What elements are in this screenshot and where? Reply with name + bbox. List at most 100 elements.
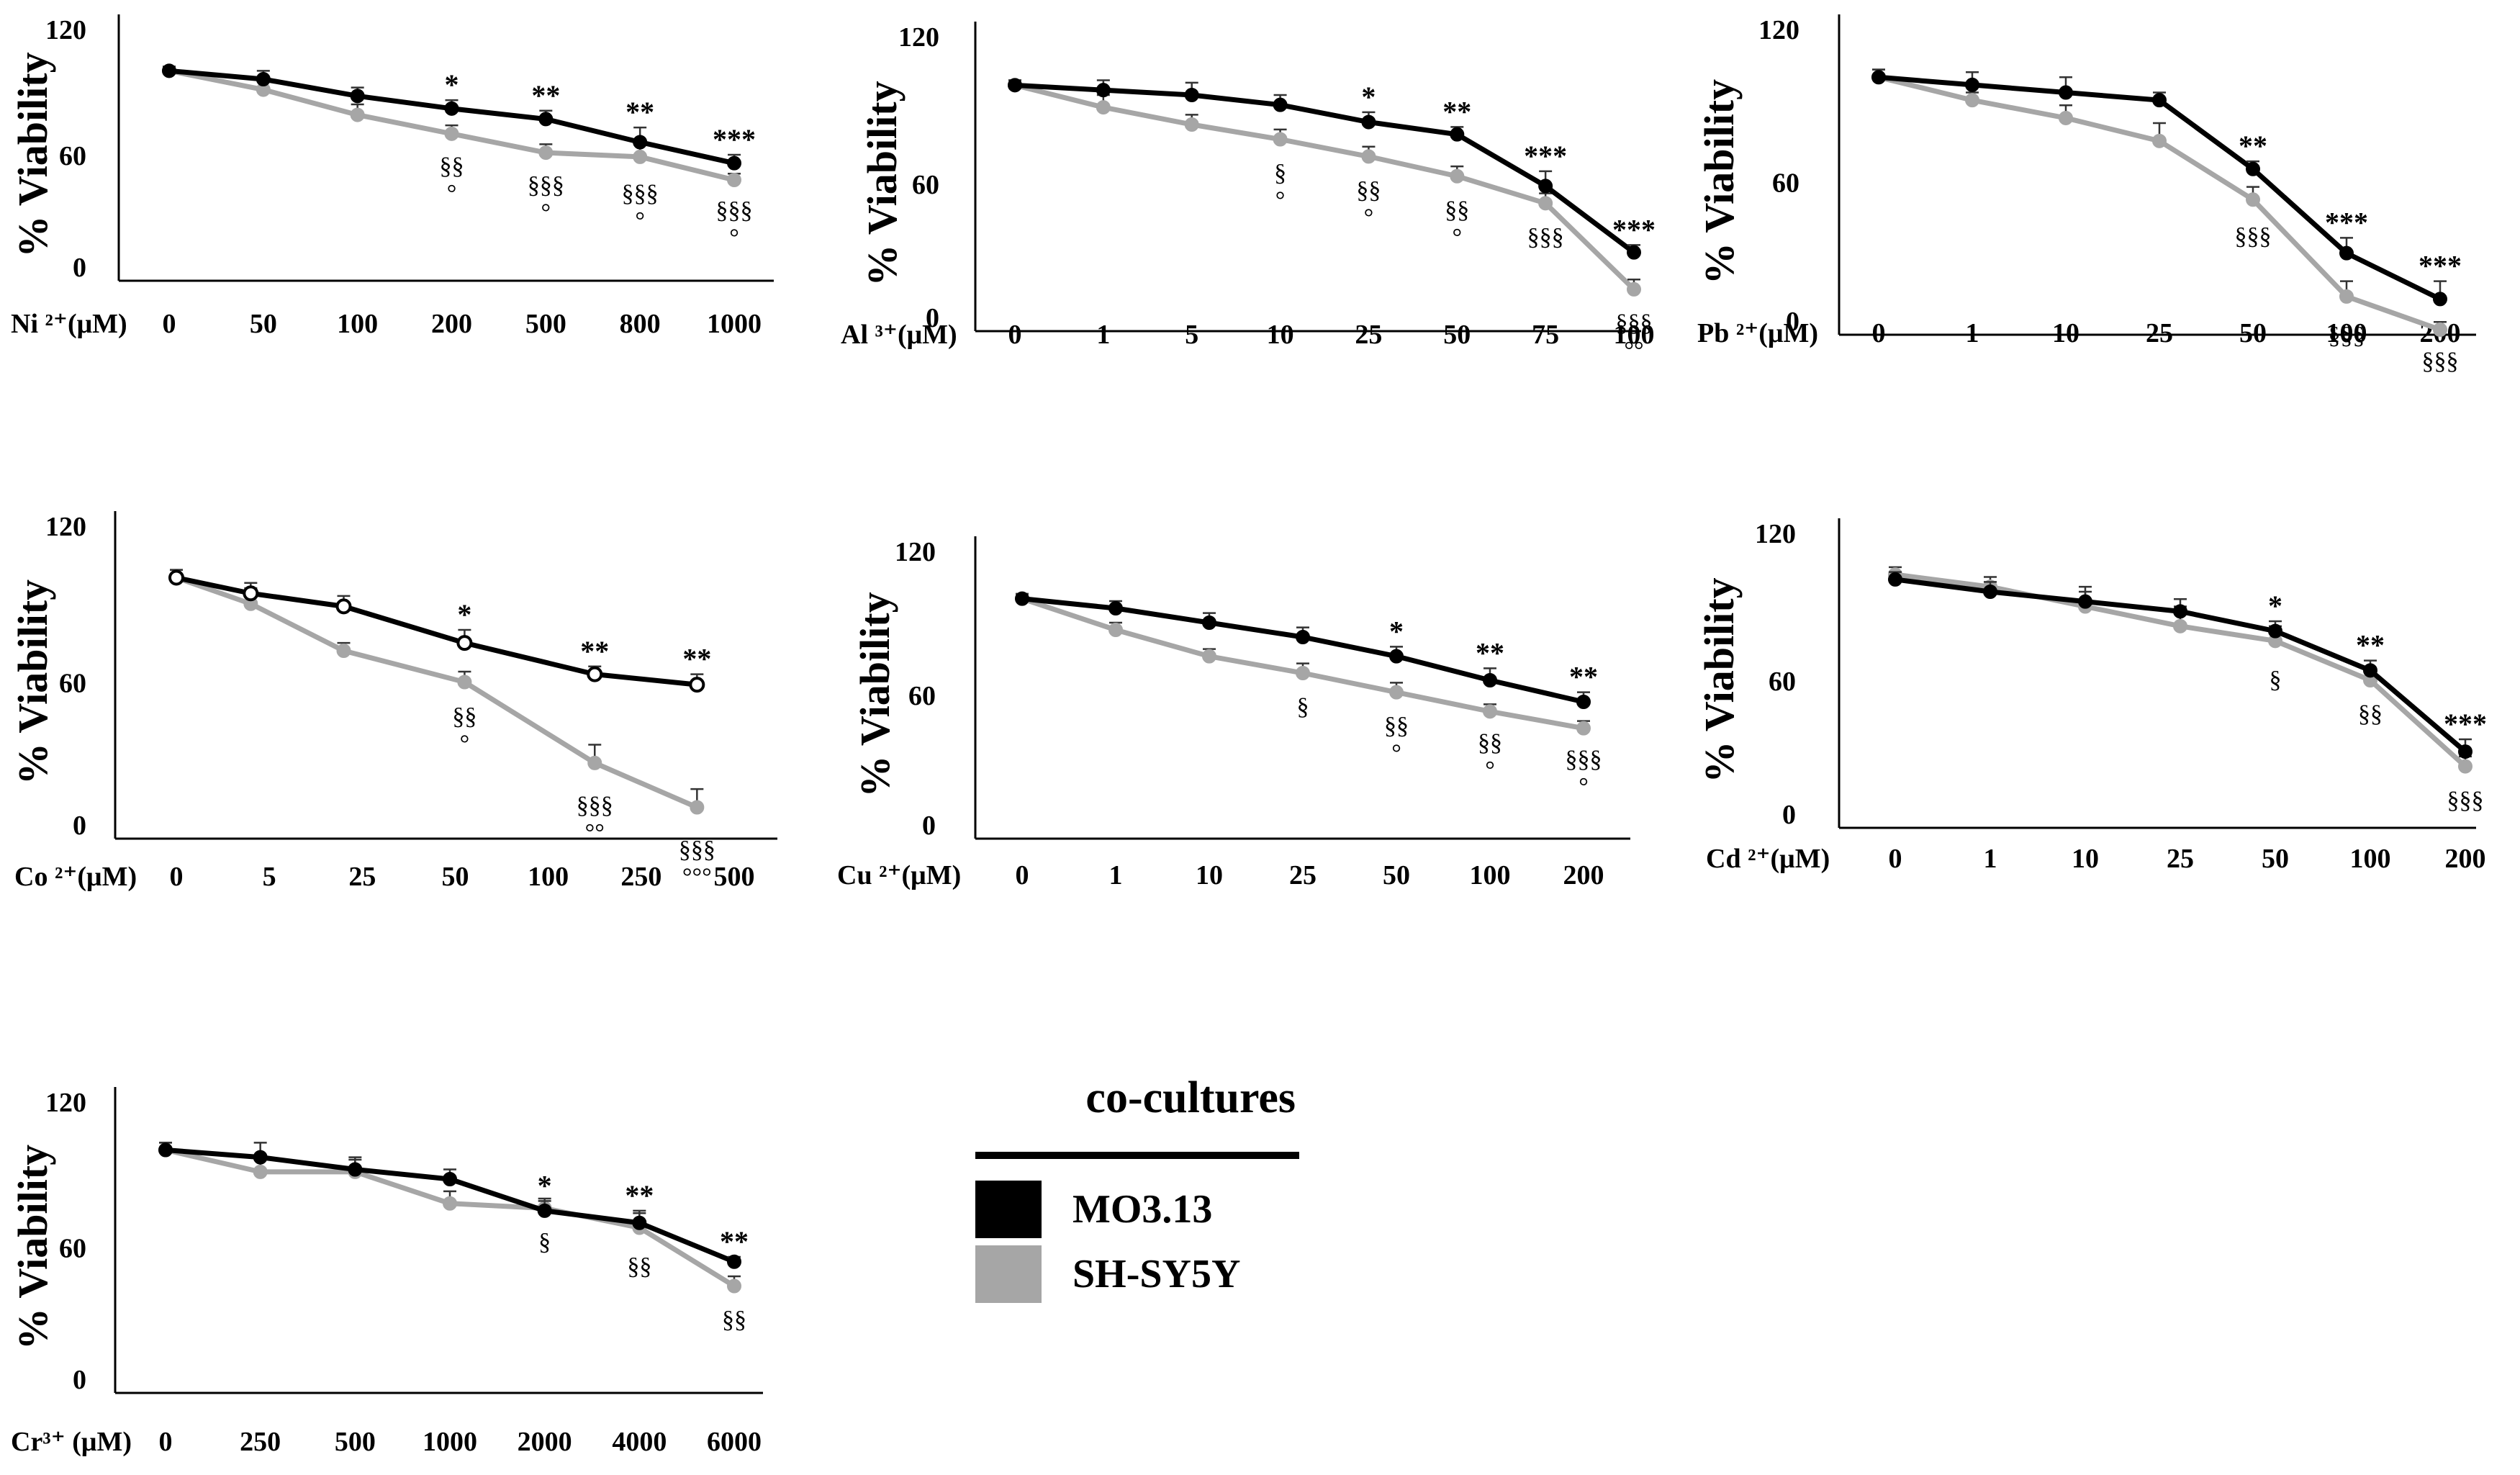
significance-star: ** (625, 1179, 654, 1212)
x-tick-label: 0 (170, 862, 184, 892)
legend-title: co-cultures (1085, 1073, 1296, 1122)
data-point (2363, 663, 2377, 678)
data-point (1483, 704, 1497, 719)
y-axis-label: % Viability (9, 1145, 56, 1350)
significance-star: ** (626, 96, 654, 128)
data-point (1965, 77, 1979, 92)
significance-section: §§ (627, 1253, 651, 1280)
y-tick-label: 120 (45, 512, 86, 542)
data-point (1888, 572, 1902, 587)
chart-panel-4: 120 60 0 % Viability Co ²⁺(μM) 0 5 25 50 100 250 50… (9, 511, 777, 892)
data-point (457, 675, 472, 690)
x-tick-label: 10 (2072, 844, 2099, 874)
significance-circle: °°° (682, 864, 712, 890)
data-point (336, 644, 351, 658)
chart-panel-5: 120 60 0 % Viability Cu ²⁺(μM) 0 1 10 25 50 100 200… (837, 536, 1630, 890)
y-tick-label: 60 (59, 669, 86, 699)
y-tick-label: 60 (908, 681, 936, 711)
significance-circle: ° (729, 225, 739, 251)
data-point (1483, 673, 1497, 687)
series-line-MO3.13 (176, 575, 697, 687)
y-tick-label: 120 (898, 22, 939, 53)
data-point (633, 149, 648, 164)
x-tick-label: 25 (2146, 318, 2173, 348)
x-axis-ion-label: Cu ²⁺(μM) (837, 860, 961, 890)
x-tick-label: 100 (528, 862, 569, 892)
significance-section: §§§ (2329, 322, 2365, 349)
data-point (1108, 601, 1123, 615)
data-point (727, 173, 741, 187)
data-point (1361, 114, 1376, 130)
y-tick-label: 120 (1758, 15, 1799, 45)
y-axis-label: % Viability (859, 81, 906, 286)
significance-star: ** (1476, 636, 1504, 669)
data-point (1871, 70, 1886, 85)
y-tick-label: 0 (922, 811, 936, 841)
data-point (1361, 149, 1376, 164)
significance-star: ** (2239, 130, 2267, 162)
significance-section: §§§ (622, 180, 659, 207)
significance-section: § (1274, 160, 1286, 186)
data-point (1008, 78, 1022, 93)
x-tick-label: 1 (1966, 318, 1979, 348)
x-tick-label: 50 (2262, 844, 2289, 874)
data-point (1296, 630, 1310, 644)
chart-panel-6: 120 60 0 % Viability Cd ²⁺(μM) 0 1 10 25 50 100 200… (1696, 518, 2487, 874)
significance-section: §§ (722, 1307, 746, 1333)
significance-star: * (1389, 615, 1404, 647)
significance-section: §§§ (528, 172, 564, 199)
data-point (727, 1278, 741, 1294)
data-point (689, 677, 705, 693)
significance-circle: ° (1452, 224, 1462, 251)
data-point (1096, 100, 1111, 115)
data-point (162, 63, 176, 78)
significance-circle: °° (585, 819, 605, 846)
significance-circle: °° (1624, 338, 1643, 364)
data-point (1015, 591, 1029, 606)
significance-star: ** (682, 643, 711, 675)
x-tick-label: 0 (159, 1427, 173, 1457)
data-point (1983, 585, 1997, 599)
significance-circle: ° (1579, 774, 1589, 800)
x-tick-label: 200 (431, 309, 472, 339)
data-point (1202, 615, 1216, 630)
x-tick-label: 0 (1889, 844, 1902, 874)
data-point (2458, 759, 2472, 774)
data-point (335, 598, 352, 615)
chart-panel-1: 120 60 0 % Viability Ni ²⁺(μM) 0 50 100 200 500 80… (9, 14, 774, 339)
data-point (350, 107, 365, 122)
x-tick-label: 500 (335, 1427, 376, 1457)
x-tick-label: 0 (1008, 320, 1022, 350)
data-point (2339, 245, 2354, 261)
significance-section: §§§ (1566, 746, 1602, 773)
x-tick-label: 500 (525, 309, 566, 339)
legend: co-cultures MO3.13 SH-SY5Y (975, 1073, 1299, 1303)
significance-section: §§§ (679, 836, 715, 863)
significance-section: §§ (1384, 713, 1409, 739)
x-tick-label: 50 (442, 862, 469, 892)
significance-star: *** (2325, 206, 2368, 238)
significance-circle: ° (447, 181, 457, 207)
data-point (2433, 292, 2447, 307)
significance-section: §§ (2358, 701, 2383, 728)
legend-swatch-MO3.13 (975, 1181, 1042, 1238)
significance-circle: ° (541, 199, 551, 226)
significance-star: ** (2356, 629, 2385, 662)
legend-label-MO3.13: MO3.13 (1072, 1187, 1212, 1232)
significance-section: §§ (452, 703, 477, 730)
legend-swatch-SH-SY5Y (975, 1245, 1042, 1303)
significance-section: §§§ (2447, 787, 2484, 813)
x-axis-ion-label: Al ³⁺(μM) (841, 320, 957, 350)
significance-section: §§§ (2235, 223, 2272, 250)
significance-section: §§ (440, 153, 464, 180)
series-line-SH-SY5Y (175, 575, 698, 810)
data-point (1184, 117, 1199, 132)
y-axis-label: % Viability (1696, 577, 1743, 782)
x-tick-label: 100 (337, 309, 378, 339)
significance-star: * (445, 68, 459, 101)
y-tick-label: 60 (59, 1234, 86, 1264)
x-axis-ion-label: Cd ²⁺(μM) (1706, 844, 1830, 874)
data-point (168, 569, 184, 586)
significance-section: § (1297, 693, 1309, 720)
